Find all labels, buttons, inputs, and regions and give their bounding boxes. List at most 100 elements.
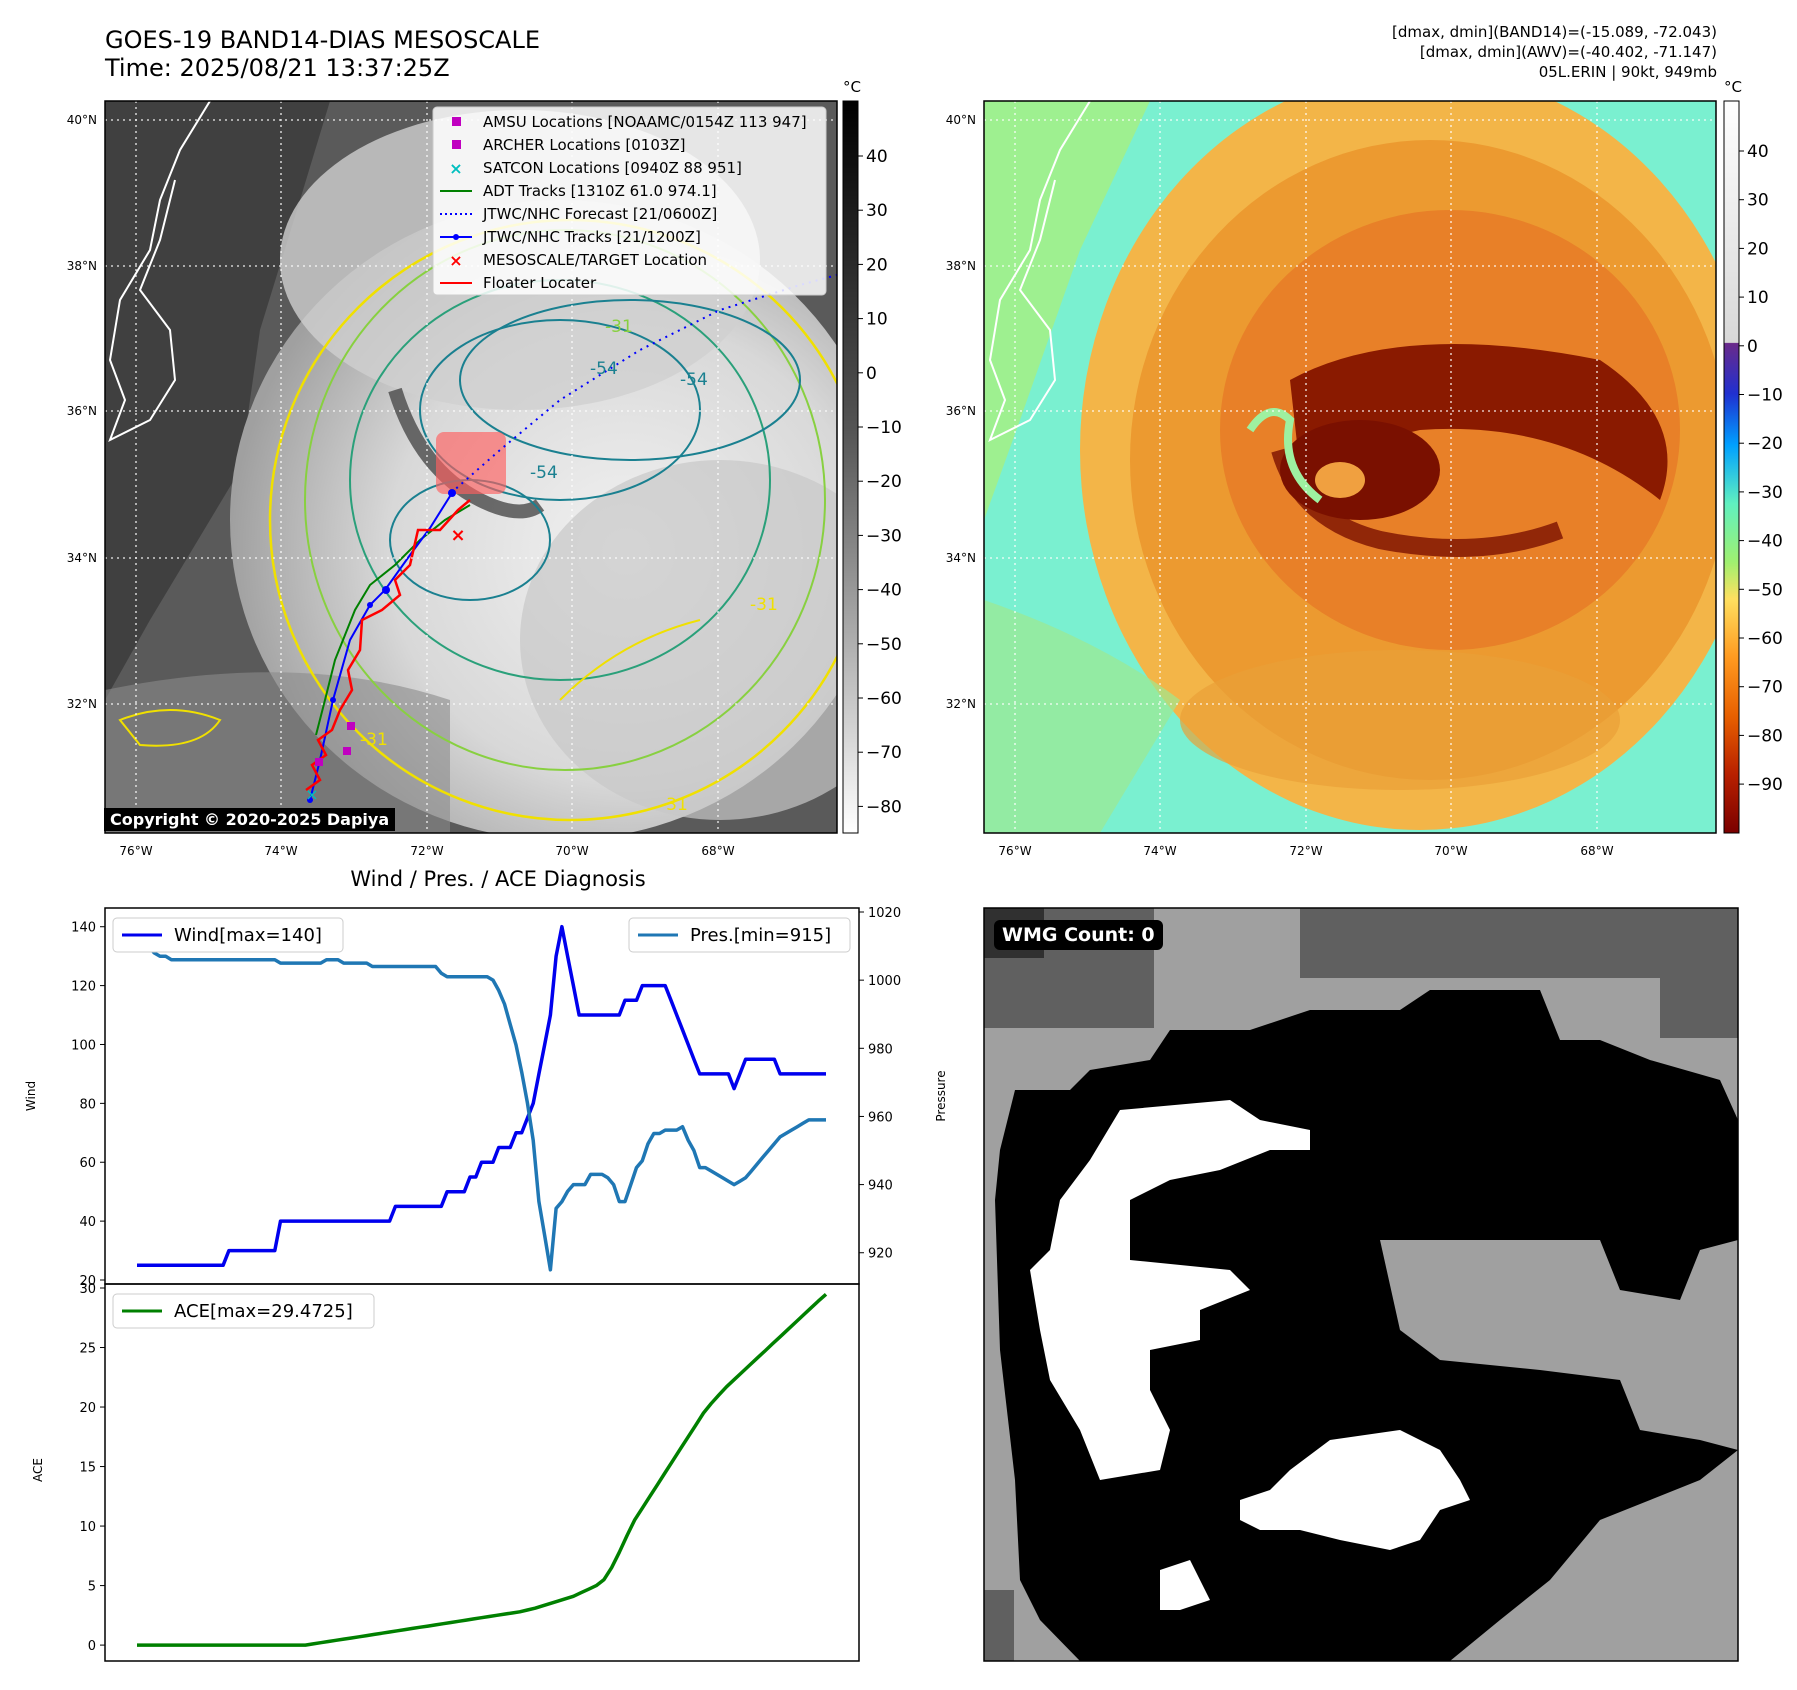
ir-lon-label: 76°W [119, 844, 152, 858]
wind-tick-label: 120 [71, 980, 96, 995]
colorbar-tick-label: 40 [866, 147, 888, 167]
wind-tick-label: 100 [71, 1038, 96, 1053]
wind-series-line [137, 924, 826, 1268]
dias-lat-label: 36°N [946, 404, 976, 418]
dias-colorbar: 40 30 20 10 0 −10 −20 −30 −40 −50 −60 −70 −80 −90 [1723, 100, 1783, 834]
ir-lat-label: 34°N [67, 551, 97, 565]
ace-tick-label: 10 [79, 1520, 96, 1535]
legend-label: MESOSCALE/TARGET Location [483, 251, 707, 269]
colorbar-tick-label: −40 [1747, 532, 1783, 552]
map-legend: AMSU Locations [NOAAMC/0154Z 113 947] ARC… [432, 106, 827, 296]
dias-lon-label: 70°W [1434, 844, 1467, 858]
pressure-tick-label: 980 [868, 1042, 893, 1057]
legend-entry: JTWC/NHC Forecast [21/0600Z] [440, 205, 717, 223]
legend-label: Floater Locater [483, 274, 597, 292]
pressure-tick-label: 920 [868, 1247, 893, 1262]
wind-tick-label: 20 [79, 1274, 96, 1289]
colorbar-tick-label: 20 [1747, 239, 1769, 259]
colorbar-tick-label: 0 [866, 364, 877, 384]
pressure-tick-label: 960 [868, 1110, 893, 1125]
contour-label: -31 [660, 795, 688, 815]
pressure-series-line [137, 944, 826, 1272]
x-marker-icon: × [449, 159, 462, 178]
ir-lat-label: 38°N [67, 259, 97, 273]
legend-label: JTWC/NHC Tracks [21/1200Z] [482, 228, 701, 246]
legend-entry: AMSU Locations [NOAAMC/0154Z 113 947] [452, 113, 807, 131]
ace-axis-label: ACE [31, 1458, 45, 1482]
ace-tick-label: 5 [88, 1580, 96, 1595]
wmg-panel [983, 907, 1739, 1662]
colorbar-tick-label: −90 [1747, 775, 1783, 795]
pressure-legend-label: Pres.[min=915] [690, 925, 831, 946]
wmg-count-badge: WMG Count: 0 [994, 920, 1163, 950]
colorbar-tick-label: −20 [1747, 434, 1783, 454]
ace-legend: ACE[max=29.4725] [112, 1293, 375, 1329]
legend-label: AMSU Locations [NOAAMC/0154Z 113 947] [483, 113, 807, 131]
pressure-legend: Pres.[min=915] [628, 917, 851, 953]
ir-lon-label: 70°W [555, 844, 588, 858]
ace-tick-label: 25 [79, 1342, 96, 1357]
ir-colorbar-unit: °C [843, 78, 861, 96]
dias-lat-label: 34°N [946, 551, 976, 565]
legend-entry: JTWC/NHC Tracks [21/1200Z] [440, 228, 701, 246]
wind-tick-label: 140 [71, 921, 96, 936]
figure-title: GOES-19 BAND14-DIAS MESOSCALE Time: 2025/… [105, 26, 541, 82]
colorbar-tick-label: −60 [1747, 629, 1783, 649]
ace-tick-label: 0 [88, 1639, 96, 1654]
ir-lon-label: 68°W [701, 844, 734, 858]
contour-label: -31 [605, 317, 633, 337]
colorbar-tick-label: 10 [866, 310, 888, 330]
wind-axis-label: Wind [24, 1081, 38, 1111]
dias-lon-label: 72°W [1289, 844, 1322, 858]
wind-tick-label: 40 [79, 1215, 96, 1230]
legend-label: ADT Tracks [1310Z 61.0 974.1] [483, 182, 717, 200]
dias-colorbar-unit: °C [1724, 78, 1742, 96]
ace-legend-label: ACE[max=29.4725] [174, 1301, 353, 1322]
dias-lon-label: 68°W [1580, 844, 1613, 858]
colorbar-tick-label: −30 [866, 526, 902, 546]
legend-label: ARCHER Locations [0103Z] [483, 136, 686, 154]
dias-lat-label: 32°N [946, 697, 976, 711]
ace-series-line [137, 1292, 828, 1647]
colorbar-tick-label: −80 [1747, 726, 1783, 746]
colorbar-tick-label: −10 [866, 418, 902, 438]
pressure-axis-label: Pressure [934, 1070, 948, 1121]
legend-entry: ARCHER Locations [0103Z] [452, 136, 686, 154]
ir-colorbar: 40 30 20 10 0 −10 −20 −30 −40 −50 −60 −70 −80 [842, 100, 902, 834]
dias-lat-label: 40°N [946, 113, 976, 127]
ir-lat-label: 40°N [67, 113, 97, 127]
diagnosis-title: Wind / Pres. / ACE Diagnosis [350, 867, 645, 891]
ir-lat-label: 32°N [67, 697, 97, 711]
square-marker-icon [452, 117, 461, 126]
colorbar-tick-label: −30 [1747, 483, 1783, 503]
legend-entry: ADT Tracks [1310Z 61.0 974.1] [440, 182, 717, 200]
copyright-badge: Copyright © 2020-2025 Dapiya [104, 808, 396, 831]
colorbar-tick-label: −60 [866, 689, 902, 709]
legend-label: SATCON Locations [0940Z 88 951] [483, 159, 742, 177]
wind-pressure-chart: 20 40 60 80 100 120 140 920 940 960 980 1000 1020 W… [24, 906, 948, 1289]
colorbar-tick-label: 10 [1747, 288, 1769, 308]
band14-range: [dmax, dmin](BAND14)=(-15.089, -72.043) [1392, 23, 1717, 41]
colorbar-tick-label: 30 [1747, 191, 1769, 211]
colorbar-tick-label: 20 [866, 255, 888, 275]
ace-tick-label: 30 [79, 1282, 96, 1297]
legend-entry: Floater Locater [440, 274, 597, 292]
pressure-tick-label: 1000 [868, 974, 901, 989]
colorbar-tick-label: 40 [1747, 142, 1769, 162]
ace-chart: 0 5 10 15 20 25 30 ACE ACE[max=29.4725] [31, 1282, 860, 1662]
ace-tick-label: 15 [79, 1461, 96, 1476]
contour-label: -31 [360, 730, 388, 750]
colorbar-tick-label: −10 [1747, 386, 1783, 406]
svg-text:×: × [450, 525, 465, 546]
colorbar-tick-label: −40 [866, 581, 902, 601]
colorbar-tick-label: −50 [1747, 580, 1783, 600]
legend-entry: × SATCON Locations [0940Z 88 951] [449, 159, 742, 178]
dot-marker-icon [453, 234, 459, 240]
x-marker-icon: × [449, 251, 462, 270]
ir-lon-label: 72°W [410, 844, 443, 858]
square-marker-icon [452, 140, 461, 149]
wind-tick-label: 60 [79, 1156, 96, 1171]
awv-range: [dmax, dmin](AWV)=(-40.402, -71.147) [1419, 43, 1717, 61]
legend-label: JTWC/NHC Forecast [21/0600Z] [482, 205, 717, 223]
contour-label: -54 [680, 370, 708, 390]
